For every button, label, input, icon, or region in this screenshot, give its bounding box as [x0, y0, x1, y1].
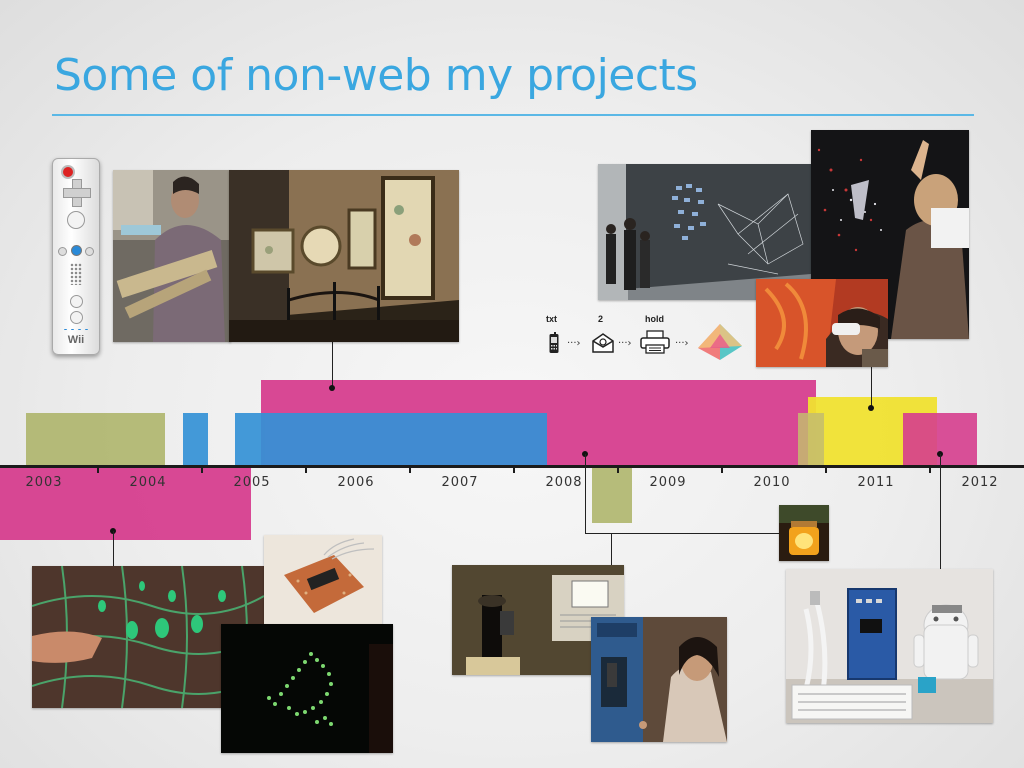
slide-title: Some of non-web my projects	[54, 50, 698, 101]
tick	[97, 465, 99, 473]
arrow-right-icon: ···›	[618, 338, 632, 349]
photo-glowing-jar	[779, 505, 829, 561]
power-button-icon	[61, 165, 75, 179]
home-button-icon	[71, 245, 82, 256]
photo-wii-gun-player	[113, 170, 231, 342]
photo-network-installation	[598, 164, 811, 300]
a-button-icon	[67, 211, 85, 229]
connector-line	[940, 454, 941, 570]
mail-icon	[592, 333, 614, 357]
two-button-icon	[70, 311, 83, 324]
connector-line	[113, 531, 114, 566]
title-divider	[52, 114, 974, 116]
year-label: 2010	[753, 475, 791, 490]
photo-circuit-board	[264, 535, 382, 624]
timeline-axis	[0, 465, 1024, 468]
prism-icon	[696, 322, 744, 366]
wii-logo: Wii	[67, 334, 85, 346]
photo-led-pattern-dark	[221, 624, 393, 753]
flow-label-txt: txt	[546, 314, 557, 324]
year-label: 2003	[25, 475, 63, 490]
tick	[409, 465, 411, 473]
year-label: 2009	[649, 475, 687, 490]
year-label: 2008	[545, 475, 583, 490]
photo-headset-user	[756, 279, 888, 367]
band-olive-2003	[26, 413, 165, 468]
connector-dot	[329, 385, 335, 391]
connector-line	[871, 366, 872, 408]
arrow-right-icon: ···›	[567, 338, 581, 349]
minus-button-icon	[58, 247, 67, 256]
tick	[617, 465, 619, 473]
flow-label-hold: hold	[645, 314, 664, 324]
photo-android-arduino	[786, 569, 993, 723]
player-leds-icon	[62, 328, 90, 331]
tick	[201, 465, 203, 473]
wii-remote-image: Wii	[52, 158, 100, 355]
tick	[825, 465, 827, 473]
connector-line	[585, 454, 586, 534]
band-blue-2005-2008	[261, 413, 547, 468]
year-label: 2004	[129, 475, 167, 490]
one-button-icon	[70, 295, 83, 308]
plus-button-icon	[85, 247, 94, 256]
tick	[513, 465, 515, 473]
speaker-grille-icon	[70, 263, 82, 285]
year-label: 2006	[337, 475, 375, 490]
phone-icon	[549, 332, 559, 358]
dpad-icon	[63, 188, 91, 198]
band-pink-2003-2005	[0, 468, 251, 540]
band-blue-2005	[235, 413, 265, 468]
connector-line	[611, 533, 612, 565]
band-blue-2004	[183, 413, 208, 468]
flow-label-2: 2	[598, 314, 604, 324]
photo-interactive-particles	[811, 130, 969, 339]
connector-line	[332, 340, 333, 388]
connector-line	[585, 533, 780, 534]
year-label: 2012	[961, 475, 999, 490]
tick	[929, 465, 931, 473]
arrow-right-icon: ···›	[675, 338, 689, 349]
photo-gallery-exhibit	[229, 170, 459, 342]
tick	[721, 465, 723, 473]
connector-dot	[868, 405, 874, 411]
year-label: 2011	[857, 475, 895, 490]
year-label: 2005	[233, 475, 271, 490]
printer-icon	[640, 330, 670, 358]
band-olive-2008	[592, 468, 632, 523]
band-olive-2010	[798, 413, 824, 468]
photo-phone-booth	[591, 617, 727, 742]
tick	[305, 465, 307, 473]
year-label: 2007	[441, 475, 479, 490]
